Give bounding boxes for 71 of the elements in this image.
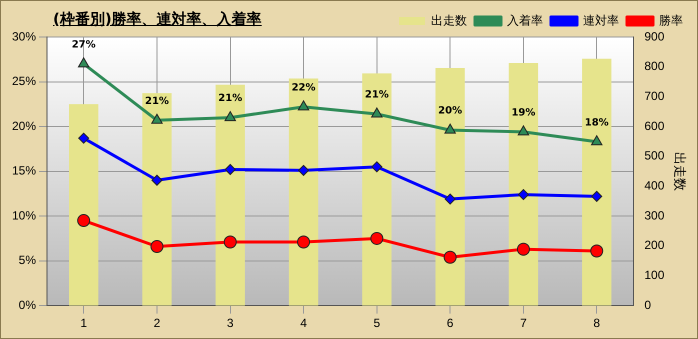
bar — [508, 62, 538, 306]
point — [78, 132, 90, 144]
x-tick-label: 7 — [520, 316, 528, 330]
bar — [582, 58, 612, 306]
data-label: 20% — [438, 106, 462, 117]
data-label: 21% — [144, 96, 169, 107]
point — [444, 250, 457, 264]
point — [518, 125, 530, 136]
point — [298, 100, 310, 110]
point — [516, 242, 530, 256]
y2-tick-label: 300 — [644, 208, 665, 222]
point — [78, 57, 90, 68]
bar — [288, 78, 318, 306]
y2-tick-label: 700 — [644, 89, 665, 103]
point — [297, 236, 310, 249]
point — [591, 190, 602, 202]
point — [444, 194, 456, 205]
x-tick-label: 6 — [446, 316, 454, 330]
x-tick-label: 1 — [80, 316, 88, 330]
y2-tick-label: 100 — [644, 268, 665, 282]
legend-label: 連対率 — [583, 13, 619, 28]
point — [371, 161, 382, 172]
data-label: 22% — [292, 82, 316, 94]
y2-tick-label: 800 — [644, 59, 665, 74]
y-tick-label: 20% — [12, 118, 36, 133]
y-tick-label: 10% — [12, 208, 36, 222]
bar — [435, 68, 465, 306]
x-tick-label: 5 — [374, 316, 380, 330]
legend-label: 勝率 — [659, 13, 683, 28]
legend-label: 入着率 — [507, 13, 543, 28]
bar — [216, 84, 245, 306]
bar — [362, 73, 392, 306]
point — [371, 108, 383, 118]
y2-tick-label: 500 — [644, 148, 665, 163]
x-tick-label: 3 — [226, 316, 234, 330]
y-tick-label: 0% — [18, 298, 36, 312]
point — [591, 135, 602, 146]
point — [224, 164, 236, 176]
point — [150, 240, 164, 254]
point — [444, 124, 456, 134]
point — [224, 236, 237, 249]
point — [298, 164, 310, 176]
data-label: 18% — [584, 117, 609, 128]
y2-tick-label: 400 — [644, 178, 665, 193]
point — [370, 232, 384, 245]
bar — [142, 93, 172, 306]
y-tick-label: 15% — [12, 164, 36, 178]
y2-tick-label: 900 — [644, 29, 665, 44]
point — [590, 244, 604, 258]
point — [151, 174, 162, 186]
y-tick-label: 5% — [18, 253, 36, 268]
data-label: 27% — [72, 39, 96, 50]
y2-tick-label: 0 — [644, 298, 652, 312]
point — [151, 114, 163, 124]
y2-axis-title: 出走数 — [672, 152, 688, 191]
y-tick-label: 25% — [12, 74, 36, 88]
x-tick-label: 4 — [300, 316, 308, 330]
legend-label: 出走数 — [431, 13, 467, 28]
point — [224, 111, 236, 122]
point — [518, 189, 529, 200]
x-tick-label: 2 — [154, 316, 161, 330]
bar — [69, 104, 98, 306]
point — [77, 214, 90, 228]
data-label: 21% — [218, 93, 242, 104]
y-tick-label: 30% — [12, 29, 36, 44]
chart-title: (枠番別)勝率、連対率、入着率 — [53, 10, 262, 29]
y2-tick-label: 200 — [644, 238, 665, 252]
x-tick-label: 8 — [593, 316, 600, 330]
data-label: 19% — [511, 108, 536, 118]
data-label: 21% — [364, 90, 389, 101]
y2-tick-label: 600 — [644, 118, 665, 133]
